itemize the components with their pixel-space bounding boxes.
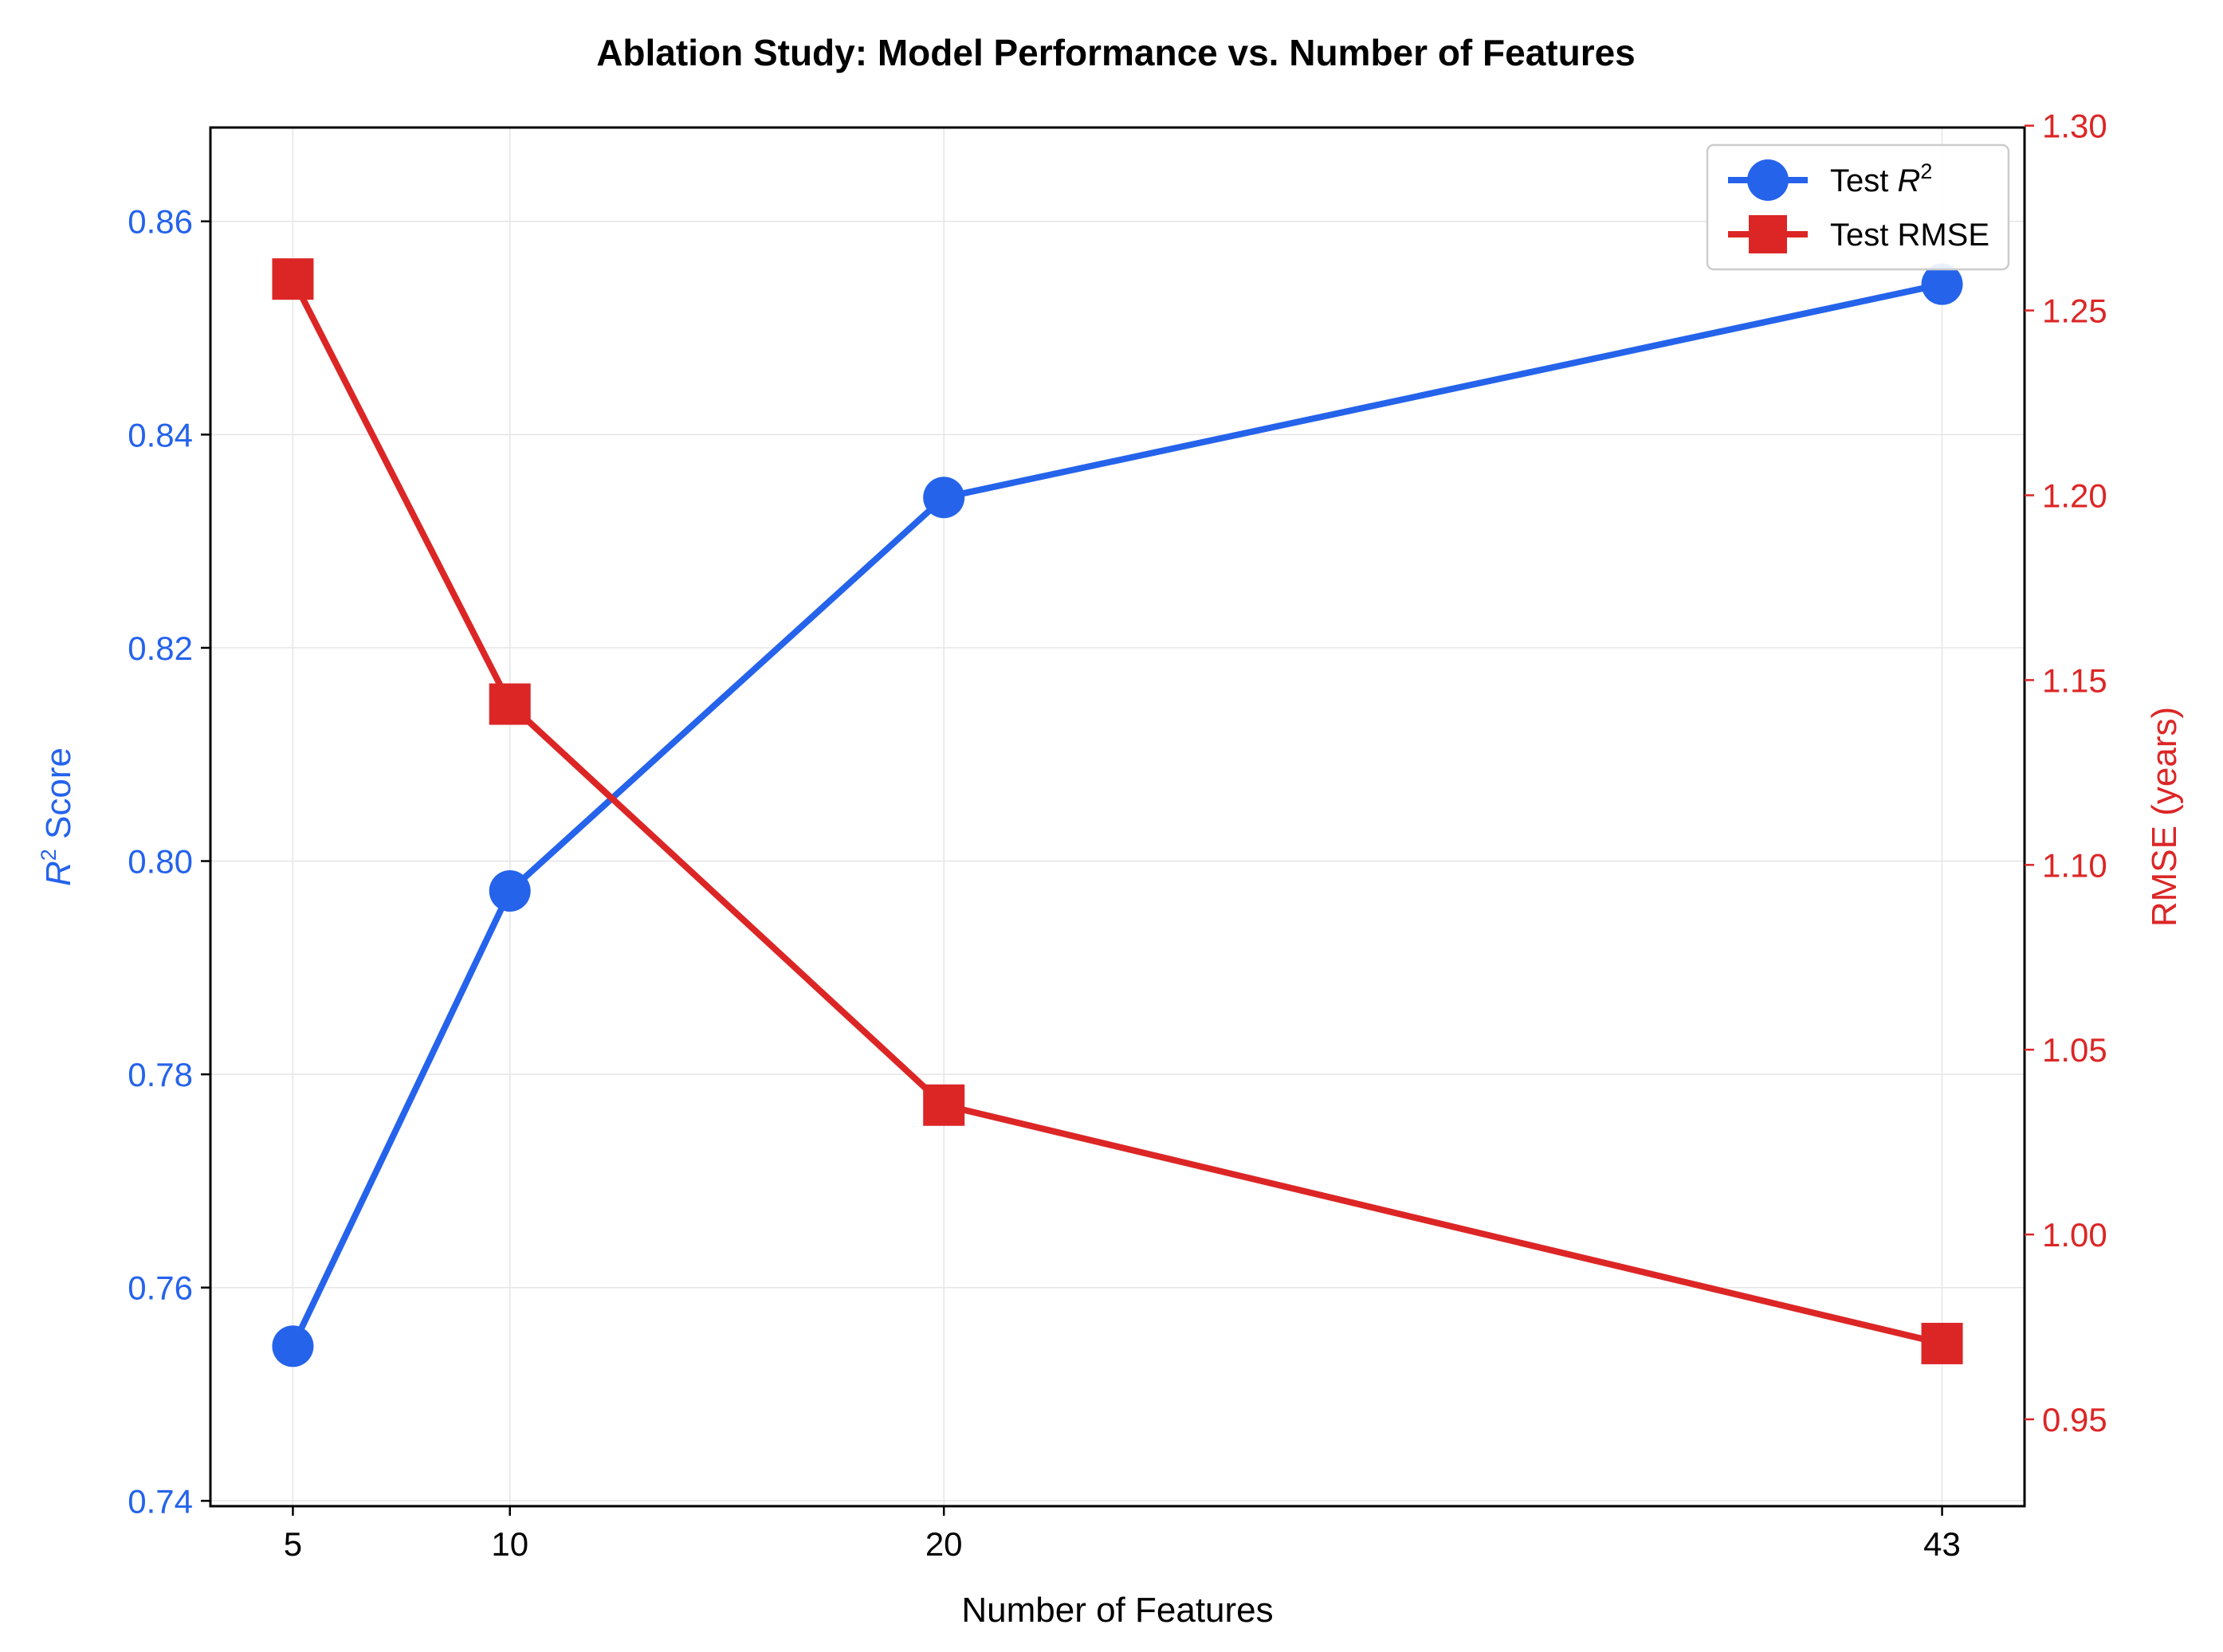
ticks-layer: 5 10 20 43 0.74 0.76 0.78 0.80 0.82 0.84 0.86 0.95 1… — [128, 108, 2107, 1563]
legend: Test R2 Test RMSE — [1706, 143, 2010, 271]
y-left-tick-label: 0.86 — [128, 203, 193, 241]
y-right-tick-label: 1.10 — [2042, 846, 2107, 884]
data-point-circle — [1921, 263, 1963, 305]
y-right-tick-label: 0.95 — [2042, 1401, 2107, 1438]
data-point-square — [272, 258, 314, 300]
chart-title: Ablation Study: Model Performance vs. Nu… — [596, 32, 1636, 73]
y-left-tick-label: 0.84 — [128, 416, 193, 453]
series-layer — [272, 258, 1963, 1368]
series-line-0 — [289, 281, 1943, 1348]
y-left-tick-label: 0.76 — [128, 1269, 193, 1307]
data-point-square — [489, 683, 531, 725]
y-axis-label-left: R2 Score — [37, 748, 78, 886]
y-left-tick-label: 0.80 — [128, 843, 193, 881]
x-axis-label: Number of Features — [961, 1591, 1273, 1630]
legend-label-rmse: Test RMSE — [1830, 218, 1989, 253]
plot-frame — [209, 126, 2026, 1508]
legend-label-r2-base: Test — [1830, 163, 1897, 198]
x-tick-label: 10 — [491, 1525, 528, 1563]
legend-marker-r2 — [1747, 159, 1789, 201]
y-left-label-suffix: Score — [39, 748, 78, 849]
data-point-circle — [923, 477, 965, 519]
y-left-tick-label: 0.82 — [128, 630, 193, 667]
y-left-label-base: R — [39, 861, 78, 886]
data-point-square — [1921, 1322, 1963, 1364]
grid — [210, 128, 2025, 1506]
y-left-tick-label: 0.78 — [128, 1056, 193, 1093]
data-point-square — [923, 1084, 965, 1126]
data-point-circle — [489, 869, 531, 912]
legend-marker-rmse — [1749, 215, 1787, 253]
y-right-tick-label: 1.05 — [2042, 1031, 2107, 1069]
data-point-circle — [272, 1325, 314, 1368]
y-left-label-sup: 2 — [37, 849, 61, 861]
x-tick-label: 43 — [1923, 1525, 1961, 1563]
legend-label-r2-italic: R — [1897, 163, 1920, 198]
series-line-1 — [289, 277, 1943, 1347]
y-right-tick-label: 1.15 — [2042, 661, 2107, 699]
legend-label-r2-sup: 2 — [1920, 159, 1932, 183]
x-tick-label: 5 — [284, 1525, 302, 1563]
y-axis-label-right: RMSE (years) — [2145, 707, 2184, 927]
y-right-tick-label: 1.25 — [2042, 292, 2107, 330]
y-left-tick-label: 0.74 — [128, 1482, 193, 1520]
y-right-tick-label: 1.30 — [2042, 108, 2107, 145]
legend-label-r2: Test R2 — [1830, 159, 1932, 198]
y-right-tick-label: 1.20 — [2042, 477, 2107, 514]
x-tick-label: 20 — [925, 1525, 963, 1563]
y-right-tick-label: 1.00 — [2042, 1216, 2107, 1254]
